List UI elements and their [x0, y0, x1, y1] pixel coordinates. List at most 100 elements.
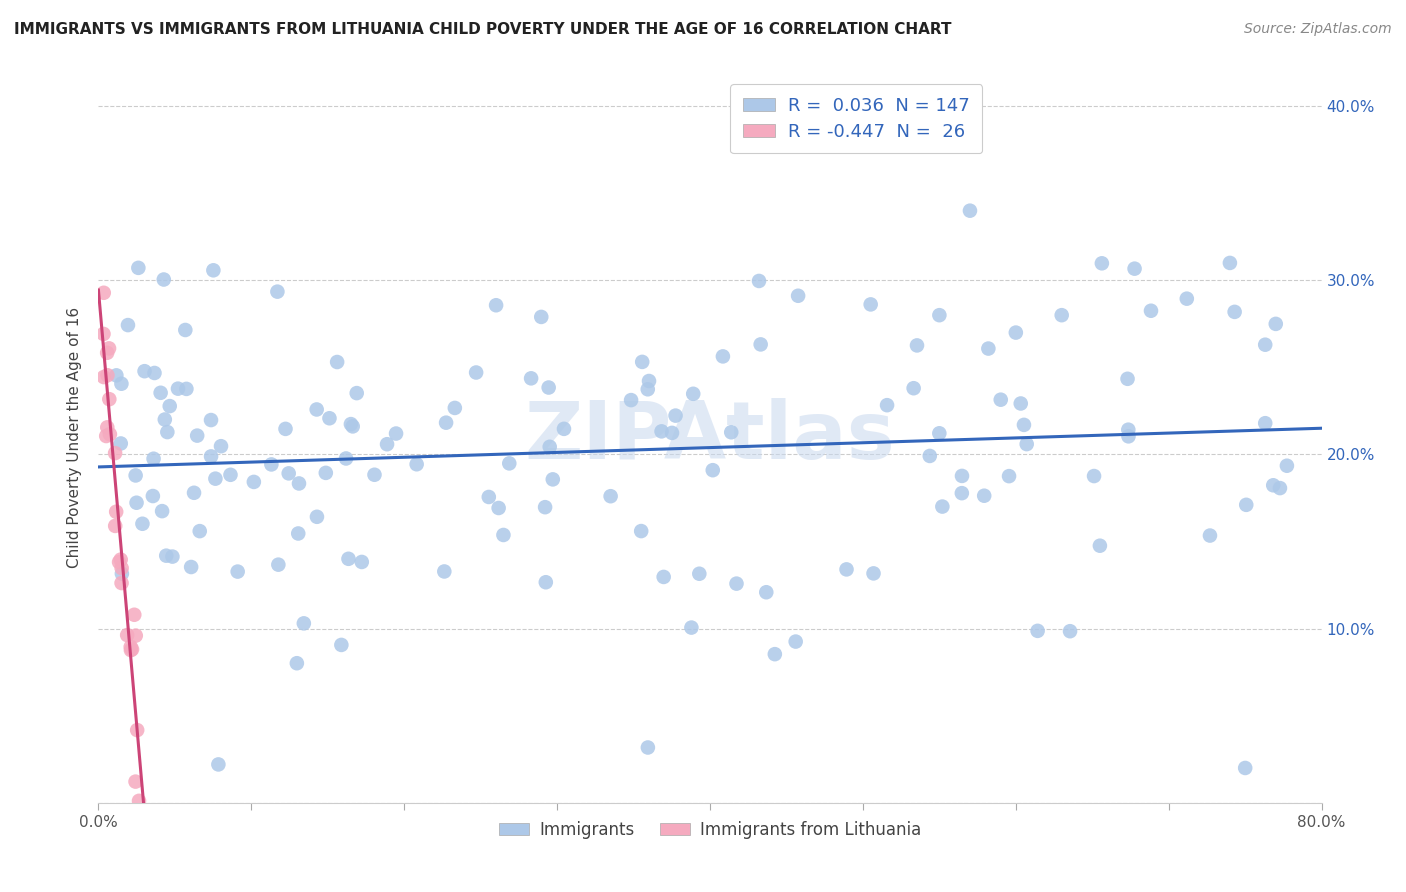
- Point: [720, 425, 742, 440]
- Point: [156, 425, 179, 439]
- Point: [202, 263, 225, 277]
- Point: [176, 382, 198, 396]
- Point: [285, 657, 308, 671]
- Text: Source: ZipAtlas.com: Source: ZipAtlas.com: [1244, 22, 1392, 37]
- Point: [155, 549, 177, 563]
- Point: [385, 426, 408, 441]
- Point: [1012, 417, 1035, 432]
- Point: [1199, 528, 1222, 542]
- Point: [1010, 396, 1032, 410]
- Point: [1059, 624, 1081, 639]
- Point: [110, 552, 132, 566]
- Point: [998, 469, 1021, 483]
- Point: [153, 412, 176, 426]
- Y-axis label: Child Poverty Under the Age of 16: Child Poverty Under the Age of 16: [67, 307, 83, 567]
- Point: [681, 621, 703, 635]
- Point: [637, 740, 659, 755]
- Point: [534, 500, 557, 515]
- Point: [682, 386, 704, 401]
- Point: [315, 466, 337, 480]
- Point: [149, 385, 172, 400]
- Point: [152, 272, 174, 286]
- Point: [98, 427, 121, 442]
- Point: [96, 429, 118, 443]
- Point: [749, 337, 772, 351]
- Point: [748, 274, 770, 288]
- Point: [876, 398, 898, 412]
- Point: [108, 555, 131, 569]
- Point: [110, 576, 132, 591]
- Point: [1275, 458, 1298, 473]
- Point: [121, 642, 143, 657]
- Point: [1234, 498, 1257, 512]
- Point: [142, 451, 165, 466]
- Point: [1091, 256, 1114, 270]
- Point: [226, 565, 249, 579]
- Point: [117, 318, 139, 332]
- Point: [167, 382, 190, 396]
- Point: [405, 457, 427, 471]
- Point: [209, 439, 232, 453]
- Point: [990, 392, 1012, 407]
- Point: [465, 366, 488, 380]
- Point: [485, 298, 508, 312]
- Point: [755, 585, 778, 599]
- Point: [434, 416, 457, 430]
- Point: [274, 422, 297, 436]
- Point: [105, 368, 128, 383]
- Point: [1268, 481, 1291, 495]
- Point: [977, 342, 1000, 356]
- Point: [541, 472, 564, 486]
- Point: [520, 371, 543, 385]
- Point: [150, 504, 173, 518]
- Point: [134, 364, 156, 378]
- Point: [326, 355, 349, 369]
- Point: [305, 402, 328, 417]
- Point: [1219, 256, 1241, 270]
- Point: [1015, 437, 1038, 451]
- Point: [131, 516, 153, 531]
- Point: [1175, 292, 1198, 306]
- Point: [200, 413, 222, 427]
- Point: [277, 467, 299, 481]
- Point: [110, 376, 132, 391]
- Point: [637, 382, 659, 396]
- Point: [180, 560, 202, 574]
- Point: [183, 485, 205, 500]
- Point: [599, 489, 621, 503]
- Point: [620, 393, 643, 408]
- Point: [763, 647, 786, 661]
- Text: ZIPAtlas: ZIPAtlas: [524, 398, 896, 476]
- Point: [950, 469, 973, 483]
- Point: [110, 436, 132, 450]
- Point: [950, 486, 973, 500]
- Point: [243, 475, 266, 489]
- Point: [1050, 308, 1073, 322]
- Point: [207, 757, 229, 772]
- Point: [120, 643, 142, 657]
- Point: [127, 723, 149, 737]
- Point: [260, 458, 283, 472]
- Point: [1083, 469, 1105, 483]
- Point: [105, 505, 128, 519]
- Point: [688, 566, 710, 581]
- Point: [1254, 337, 1277, 351]
- Point: [335, 451, 357, 466]
- Point: [478, 490, 501, 504]
- Point: [96, 345, 118, 359]
- Point: [1223, 305, 1246, 319]
- Point: [93, 326, 115, 341]
- Point: [162, 549, 184, 564]
- Point: [1234, 761, 1257, 775]
- Point: [1004, 326, 1026, 340]
- Point: [488, 501, 510, 516]
- Point: [1140, 303, 1163, 318]
- Point: [346, 386, 368, 401]
- Point: [125, 629, 148, 643]
- Point: [1088, 539, 1111, 553]
- Point: [918, 449, 941, 463]
- Point: [787, 289, 810, 303]
- Point: [142, 489, 165, 503]
- Point: [125, 496, 148, 510]
- Point: [1116, 372, 1139, 386]
